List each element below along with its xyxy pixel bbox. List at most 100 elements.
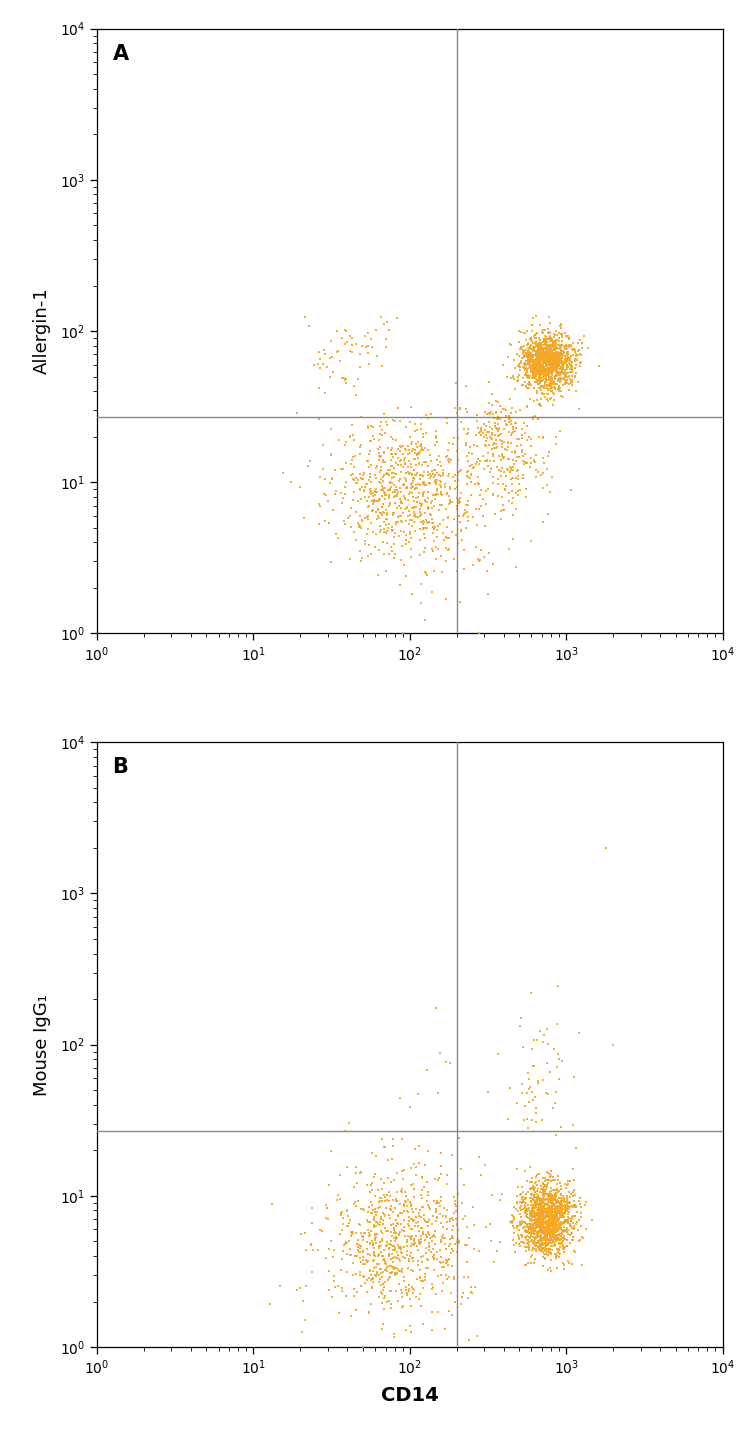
Point [417,1222,429,1245]
Point [387,1128,399,1151]
Point [486,438,498,461]
Point [533,1207,545,1230]
Point [454,487,466,510]
Point [473,473,485,496]
Point [526,314,538,337]
Point [545,355,557,378]
Point [538,1205,550,1228]
Point [419,1262,431,1285]
Point [513,1228,524,1251]
Point [552,1197,564,1219]
Point [355,550,367,573]
Point [370,490,381,513]
Point [393,504,405,527]
Point [525,982,537,1005]
Point [396,1260,408,1283]
Point [520,486,532,509]
Point [540,338,552,361]
Point [559,1211,571,1234]
Point [548,1219,560,1242]
Point [533,341,545,364]
Point [545,1228,557,1251]
Point [527,348,539,371]
Point [412,486,424,509]
Point [411,477,423,500]
Point [454,504,466,527]
Point [544,322,556,345]
Point [510,497,522,520]
Point [524,1204,536,1227]
Point [408,447,419,470]
Point [400,532,412,555]
Point [411,1235,423,1258]
Point [430,1199,442,1222]
Point [524,1194,536,1217]
Point [325,1139,337,1162]
Point [542,1224,554,1247]
Point [514,1197,526,1219]
Point [546,354,558,377]
Point [536,1209,548,1232]
Point [537,1254,549,1277]
Point [405,1258,416,1281]
Point [542,1244,554,1267]
Point [526,1219,538,1242]
Point [551,342,562,365]
Point [553,370,565,393]
Point [530,1219,542,1242]
Point [532,340,544,363]
Point [367,1267,378,1290]
Point [519,1159,531,1182]
Point [335,1202,347,1225]
Point [545,327,557,350]
Point [524,1075,536,1098]
Point [495,423,507,446]
Point [369,1222,381,1245]
Point [548,1037,559,1060]
Point [533,354,545,377]
Point [541,1202,553,1225]
Point [547,358,559,381]
Point [545,1189,557,1212]
Point [430,473,442,496]
Point [540,353,552,375]
Point [381,520,393,543]
Point [545,328,557,351]
Point [535,1214,547,1237]
Point [356,547,368,570]
Point [517,450,529,473]
Point [510,1231,522,1254]
Point [423,510,435,533]
Point [548,1225,559,1248]
Point [524,1209,536,1232]
Point [428,1258,440,1281]
Point [399,486,410,509]
Point [527,344,539,367]
Point [417,481,429,504]
Point [368,1208,380,1231]
Point [546,358,558,381]
Point [568,1113,580,1136]
Point [357,1245,369,1268]
Point [387,1234,399,1257]
Point [444,1052,456,1075]
Point [374,514,386,537]
Point [416,1166,428,1189]
Point [542,1219,554,1242]
Point [401,1244,413,1267]
Point [544,1212,556,1235]
Point [559,325,571,348]
Point [552,348,564,371]
Point [528,1208,540,1231]
Point [375,1235,387,1258]
Point [560,365,572,388]
Point [542,344,554,367]
Point [543,334,555,357]
Point [538,330,550,353]
Point [396,1181,408,1204]
Point [379,1185,391,1208]
Point [548,1209,559,1232]
Point [543,1217,555,1240]
Point [406,1224,418,1247]
Point [558,335,570,358]
